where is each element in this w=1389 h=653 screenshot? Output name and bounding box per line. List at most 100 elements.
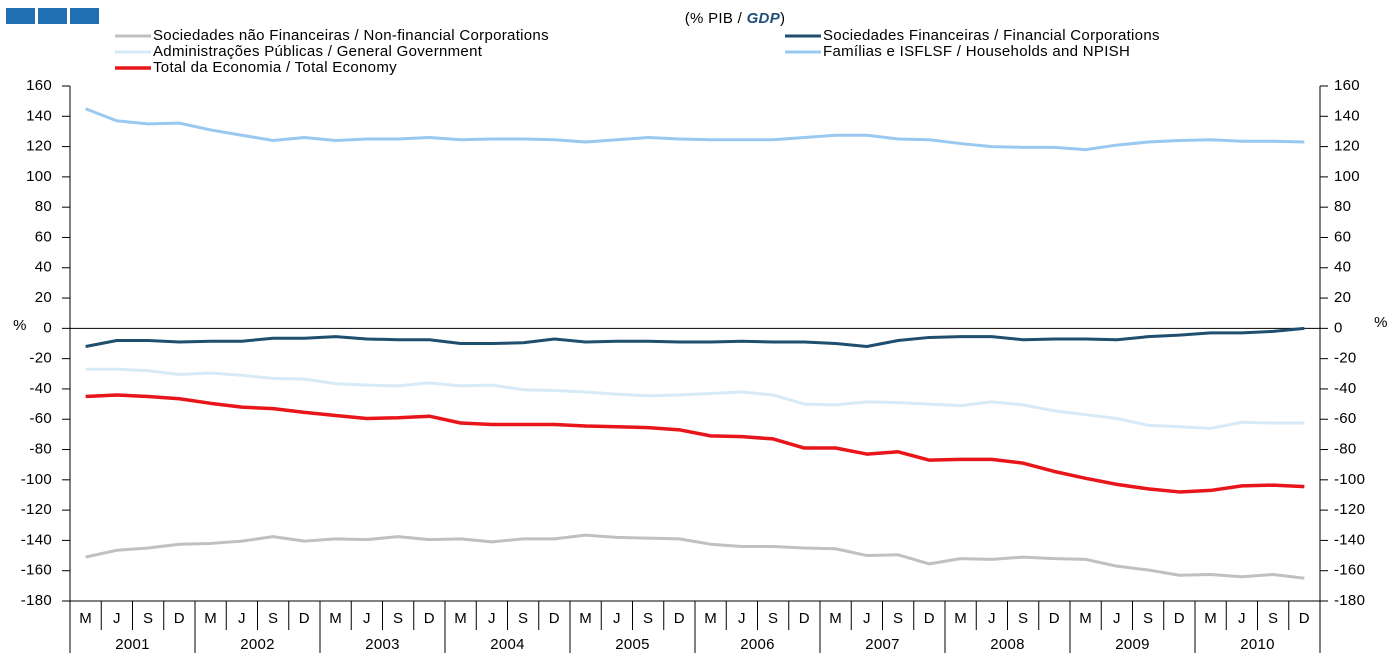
y-tick-label: 20 — [35, 289, 52, 306]
year-label: 2005 — [615, 636, 650, 653]
legend-label: Administrações Públicas / General Govern… — [153, 43, 483, 60]
x-tick-label: M — [454, 610, 467, 627]
x-tick-label: M — [329, 610, 342, 627]
y-tick-label: 160 — [26, 77, 52, 94]
x-tick-label: M — [829, 610, 842, 627]
logo — [6, 8, 99, 24]
year-label: 2002 — [240, 636, 275, 653]
x-tick-label: D — [1174, 610, 1185, 627]
year-label: 2006 — [740, 636, 775, 653]
y-tick-label: -120 — [21, 501, 52, 518]
year-label: 2009 — [1115, 636, 1150, 653]
y-tick-label: 80 — [35, 198, 52, 215]
legend-label: Sociedades Financeiras / Financial Corpo… — [823, 27, 1160, 44]
x-tick-label: J — [238, 610, 246, 627]
subtitle-part: (% PIB / — [685, 10, 747, 27]
y2-tick-label: 80 — [1334, 198, 1351, 215]
y2-tick-label: 160 — [1334, 77, 1360, 94]
series-line — [85, 367, 1305, 430]
y-tick-label: -180 — [21, 592, 52, 609]
legend-label: Sociedades não Financeiras / Non-financi… — [153, 27, 549, 44]
x-tick-label: S — [768, 610, 778, 627]
x-tick-label: D — [924, 610, 935, 627]
y-tick-label: -60 — [29, 410, 52, 427]
series-line — [85, 533, 1305, 580]
x-tick-label: D — [799, 610, 810, 627]
x-tick-label: D — [1049, 610, 1060, 627]
year-label: 2003 — [365, 636, 400, 653]
series-line — [85, 107, 1305, 152]
y-tick-label: -80 — [29, 440, 52, 457]
x-tick-label: D — [1299, 610, 1310, 627]
y2-tick-label: 120 — [1334, 138, 1360, 155]
y-tick-label: 40 — [35, 259, 52, 276]
y-tick-label: 120 — [26, 138, 52, 155]
y2-tick-label: 0 — [1334, 319, 1343, 336]
x-tick-label: M — [1079, 610, 1092, 627]
x-tick-label: S — [1268, 610, 1278, 627]
y-tick-label: -140 — [21, 531, 52, 548]
chart-subtitle: (% PIB / GDP) — [685, 10, 786, 27]
x-tick-label: J — [613, 610, 621, 627]
y-tick-label: -20 — [29, 350, 52, 367]
year-label: 2008 — [990, 636, 1025, 653]
year-label: 2004 — [490, 636, 525, 653]
legend-label: Famílias e ISFLSF / Households and NPISH — [823, 43, 1130, 60]
y-unit: % — [13, 317, 27, 334]
x-tick-label: J — [113, 610, 121, 627]
y2-tick-label: -120 — [1334, 501, 1365, 518]
x-tick-label: M — [79, 610, 92, 627]
y-tick-label: 60 — [35, 228, 52, 245]
x-tick-label: S — [643, 610, 653, 627]
x-tick-label: M — [1204, 610, 1217, 627]
x-tick-label: S — [1143, 610, 1153, 627]
x-tick-label: S — [268, 610, 278, 627]
year-label: 2007 — [865, 636, 900, 653]
y2-tick-label: -80 — [1334, 440, 1357, 457]
y2-tick-label: 40 — [1334, 259, 1351, 276]
y-tick-label: 0 — [43, 319, 52, 336]
y2-tick-label: 20 — [1334, 289, 1351, 306]
year-label: 2001 — [115, 636, 150, 653]
x-tick-label: S — [893, 610, 903, 627]
x-tick-label: D — [674, 610, 685, 627]
y2-tick-label: -160 — [1334, 562, 1365, 579]
x-tick-label: M — [579, 610, 592, 627]
x-tick-label: J — [863, 610, 871, 627]
x-tick-label: M — [954, 610, 967, 627]
series-line — [85, 326, 1305, 349]
x-tick-label: S — [1018, 610, 1028, 627]
x-tick-label: J — [738, 610, 746, 627]
y-tick-label: -100 — [21, 471, 52, 488]
y-tick-label: -160 — [21, 562, 52, 579]
y2-tick-label: 140 — [1334, 107, 1360, 124]
y2-unit: % — [1374, 314, 1388, 331]
subtitle-part: ) — [780, 10, 785, 27]
legend-label: Total da Economia / Total Economy — [153, 59, 397, 76]
y2-tick-label: -40 — [1334, 380, 1357, 397]
year-label: 2010 — [1240, 636, 1275, 653]
x-tick-label: S — [393, 610, 403, 627]
y2-tick-label: 60 — [1334, 228, 1351, 245]
subtitle-part: GDP — [747, 10, 781, 27]
y-tick-label: -40 — [29, 380, 52, 397]
x-tick-label: M — [704, 610, 717, 627]
series-line — [85, 393, 1305, 494]
x-tick-label: J — [363, 610, 371, 627]
y-tick-label: 100 — [26, 168, 52, 185]
y2-tick-label: 100 — [1334, 168, 1360, 185]
x-tick-label: D — [299, 610, 310, 627]
x-tick-label: D — [424, 610, 435, 627]
y2-tick-label: -140 — [1334, 531, 1365, 548]
x-tick-label: S — [518, 610, 528, 627]
y-tick-label: 140 — [26, 107, 52, 124]
x-tick-label: S — [143, 610, 153, 627]
x-tick-label: D — [549, 610, 560, 627]
y2-tick-label: -100 — [1334, 471, 1365, 488]
y2-tick-label: -180 — [1334, 592, 1365, 609]
x-tick-label: J — [1113, 610, 1121, 627]
x-tick-label: J — [988, 610, 996, 627]
x-tick-label: D — [174, 610, 185, 627]
y2-tick-label: -20 — [1334, 350, 1357, 367]
